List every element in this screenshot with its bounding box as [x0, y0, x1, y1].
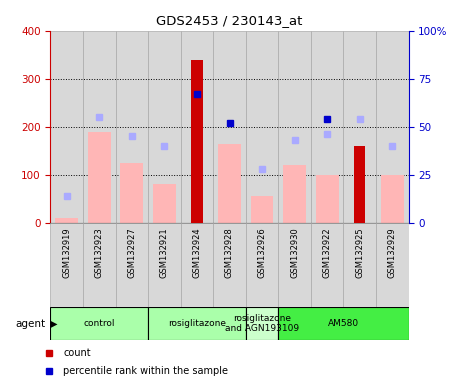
Bar — [311, 31, 343, 223]
Title: GDS2453 / 230143_at: GDS2453 / 230143_at — [157, 14, 302, 27]
Bar — [148, 307, 246, 340]
Bar — [50, 223, 83, 307]
Text: GSM132921: GSM132921 — [160, 227, 169, 278]
Text: count: count — [63, 348, 91, 358]
Text: GSM132924: GSM132924 — [192, 227, 202, 278]
Text: rosiglitazone: rosiglitazone — [168, 319, 226, 328]
Text: GSM132928: GSM132928 — [225, 227, 234, 278]
Bar — [213, 223, 246, 307]
Bar — [153, 184, 176, 223]
Bar — [246, 31, 278, 223]
Text: rosiglitazone
and AGN193109: rosiglitazone and AGN193109 — [225, 314, 299, 333]
Bar — [116, 31, 148, 223]
Bar — [148, 31, 181, 223]
Bar — [50, 307, 148, 340]
Bar — [311, 223, 343, 307]
Bar — [246, 307, 278, 340]
Text: GSM132926: GSM132926 — [257, 227, 267, 278]
Bar — [283, 165, 306, 223]
Bar — [316, 175, 339, 223]
Text: GSM132930: GSM132930 — [290, 227, 299, 278]
Bar — [213, 31, 246, 223]
Bar — [278, 223, 311, 307]
Text: GSM132922: GSM132922 — [323, 227, 332, 278]
Text: GSM132923: GSM132923 — [95, 227, 104, 278]
Text: GSM132925: GSM132925 — [355, 227, 364, 278]
Text: agent: agent — [16, 318, 46, 329]
Text: ▶: ▶ — [50, 318, 57, 329]
Bar — [50, 31, 83, 223]
Bar — [343, 223, 376, 307]
Text: percentile rank within the sample: percentile rank within the sample — [63, 366, 228, 376]
Bar — [376, 223, 409, 307]
Bar — [343, 31, 376, 223]
Bar — [181, 31, 213, 223]
Bar — [83, 31, 116, 223]
Bar — [218, 144, 241, 223]
Bar — [181, 223, 213, 307]
Text: AM580: AM580 — [328, 319, 359, 328]
Text: GSM132929: GSM132929 — [388, 227, 397, 278]
Bar — [381, 175, 403, 223]
Text: GSM132927: GSM132927 — [127, 227, 136, 278]
Bar — [376, 31, 409, 223]
Bar — [88, 131, 111, 223]
Bar — [148, 223, 181, 307]
Bar — [191, 60, 203, 223]
Bar — [354, 146, 365, 223]
Bar — [120, 163, 143, 223]
Bar — [56, 218, 78, 223]
Bar — [116, 223, 148, 307]
Bar — [83, 223, 116, 307]
Bar — [278, 31, 311, 223]
Text: control: control — [84, 319, 115, 328]
Text: GSM132919: GSM132919 — [62, 227, 71, 278]
Bar — [278, 307, 409, 340]
Bar — [251, 196, 274, 223]
Bar — [246, 223, 278, 307]
